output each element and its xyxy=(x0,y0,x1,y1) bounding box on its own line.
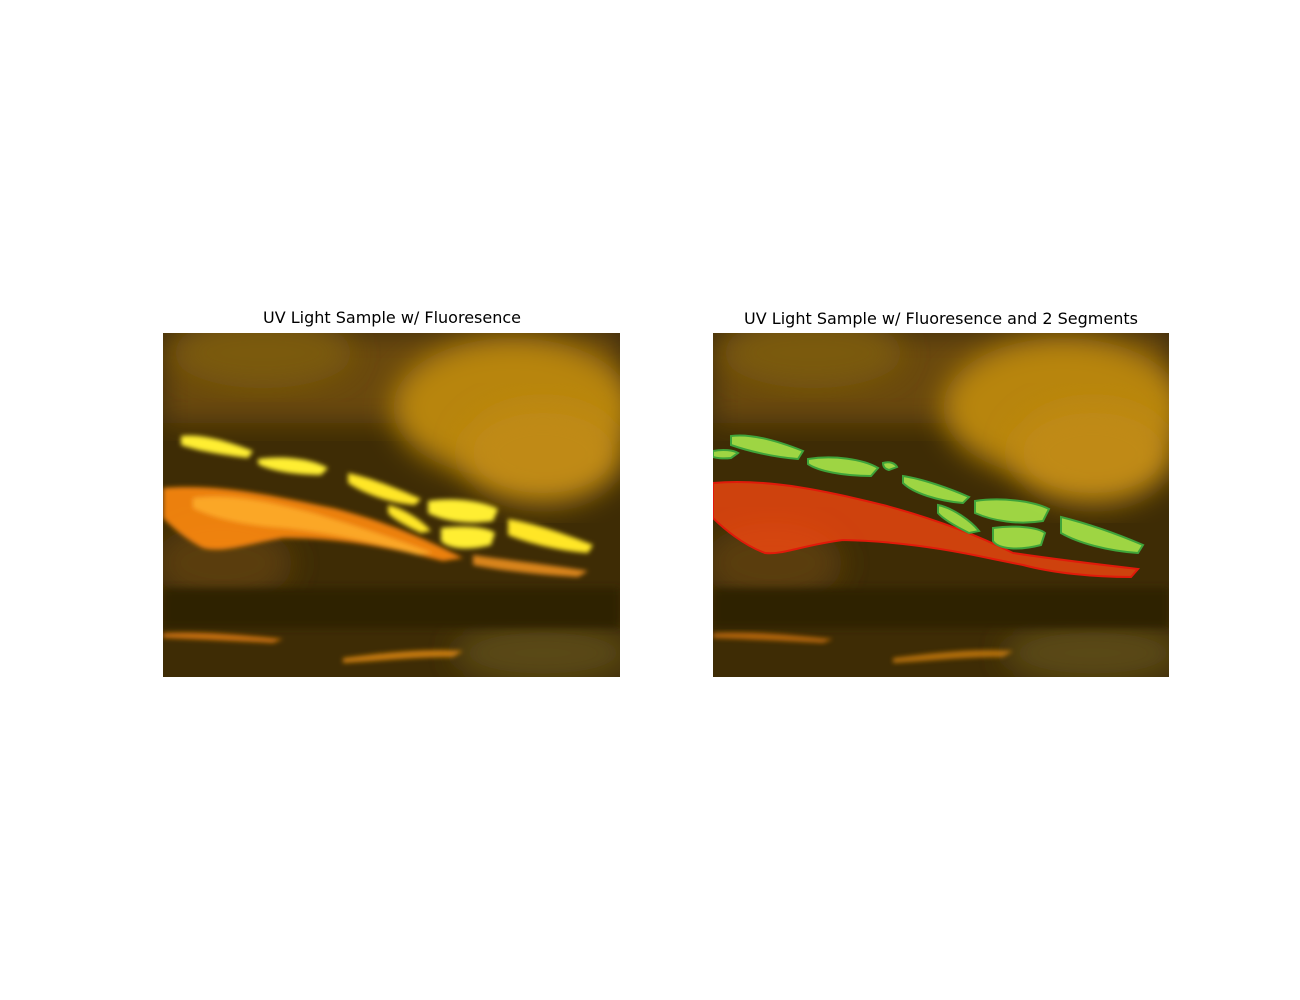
segment-2-mask xyxy=(713,481,1141,579)
right-panel-image xyxy=(713,333,1169,677)
right-panel-title: UV Light Sample w/ Fluoresence and 2 Seg… xyxy=(744,309,1138,328)
fluoresence-orange-streaks xyxy=(163,487,588,663)
left-panel-title: UV Light Sample w/ Fluoresence xyxy=(262,308,522,327)
left-panel-image xyxy=(163,333,620,677)
fluoresence-yellow-blobs xyxy=(181,435,593,553)
segment-1-mask xyxy=(713,434,1145,555)
sample-base xyxy=(713,333,1169,677)
